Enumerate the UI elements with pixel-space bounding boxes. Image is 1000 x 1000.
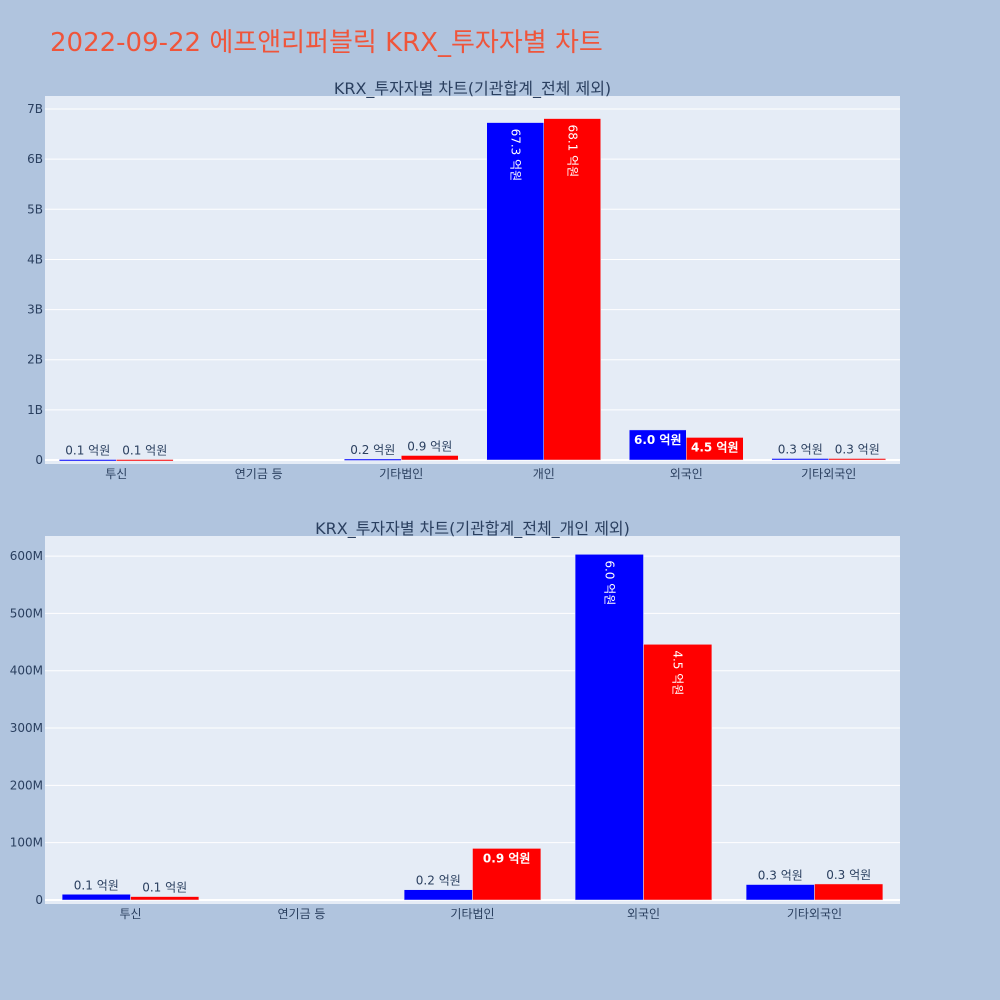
x-tick-label: 외국인 <box>627 907 660 921</box>
y-tick-label: 2B <box>27 353 43 367</box>
data-label: 0.2 억원 <box>416 874 461 888</box>
data-label: 0.1 억원 <box>65 443 110 457</box>
bar <box>130 896 200 901</box>
bar <box>486 122 544 461</box>
y-tick-label: 1B <box>27 403 43 417</box>
x-tick-label: 투신 <box>105 467 127 481</box>
y-tick-label: 6B <box>27 152 43 166</box>
y-tick-label: 500M <box>10 606 43 620</box>
y-tick-label: 0 <box>35 893 43 907</box>
bar <box>828 458 886 461</box>
y-tick-label: 600M <box>10 549 43 563</box>
data-label: 4.5 억원 <box>691 440 739 454</box>
y-tick-label: 200M <box>10 778 43 792</box>
main-title: 2022-09-22 에프앤리퍼블릭 KRX_투자자별 차트 <box>50 28 603 58</box>
x-tick-label: 기타법인 <box>379 467 423 481</box>
chart-top: 0 1B 2B 3B 4B 5B 6B 7B KRX_투자자별 차트(기관합계_전체 제외) 투신… <box>27 79 900 481</box>
data-label: 0.1 억원 <box>74 878 119 892</box>
chart-title: KRX_투자자별 차트(기관합계_전체_개인 제외) <box>315 519 630 539</box>
bar <box>574 554 644 901</box>
x-tick-label: 외국인 <box>670 467 703 481</box>
bar <box>745 884 815 901</box>
y-tick-label: 7B <box>27 102 43 116</box>
bar <box>814 883 884 901</box>
bar <box>771 458 829 461</box>
bar <box>61 894 131 901</box>
data-label: 0.3 억원 <box>826 868 871 882</box>
x-tick-label: 기타법인 <box>450 907 494 921</box>
plot-area <box>45 96 900 464</box>
bar <box>59 459 117 462</box>
data-label: 4.5 억원 <box>671 650 685 695</box>
y-tick-label: 400M <box>10 664 43 678</box>
data-label: 6.0 억원 <box>602 560 616 605</box>
data-label: 0.3 억원 <box>835 442 880 456</box>
data-label: 0.1 억원 <box>142 881 187 895</box>
y-tick-label: 3B <box>27 303 43 317</box>
data-label: 0.9 억원 <box>483 851 531 865</box>
chart-title: KRX_투자자별 차트(기관합계_전체 제외) <box>334 79 611 99</box>
data-label: 68.1 억원 <box>565 125 579 178</box>
data-label: 0.3 억원 <box>778 442 823 456</box>
x-tick-label: 투신 <box>119 907 141 921</box>
bar <box>401 455 459 461</box>
data-label: 0.3 억원 <box>758 869 803 883</box>
data-label: 67.3 억원 <box>508 129 522 182</box>
bar <box>116 459 174 462</box>
bar <box>629 429 687 461</box>
bar <box>643 644 713 901</box>
bar <box>472 848 542 901</box>
x-tick-label: 연기금 등 <box>235 467 283 481</box>
data-label: 6.0 억원 <box>634 433 682 447</box>
y-tick-label: 0 <box>35 453 43 467</box>
y-tick-label: 300M <box>10 721 43 735</box>
x-tick-label: 기타외국인 <box>801 467 856 481</box>
x-tick-label: 개인 <box>533 467 555 481</box>
bar <box>344 458 402 461</box>
y-tick-label: 5B <box>27 202 43 216</box>
x-tick-label: 연기금 등 <box>278 907 326 921</box>
bar <box>403 889 473 901</box>
x-tick-label: 기타외국인 <box>787 907 842 921</box>
data-label: 0.1 억원 <box>122 443 167 457</box>
chart-bottom: 0 100M 200M 300M 400M 500M 600M KRX_투자자별 차트(기관합… <box>10 519 900 921</box>
bar <box>686 437 744 461</box>
bar <box>543 118 601 461</box>
data-label: 0.9 억원 <box>407 439 452 453</box>
y-tick-label: 4B <box>27 252 43 266</box>
data-label: 0.2 억원 <box>350 443 395 457</box>
y-tick-label: 100M <box>10 836 43 850</box>
